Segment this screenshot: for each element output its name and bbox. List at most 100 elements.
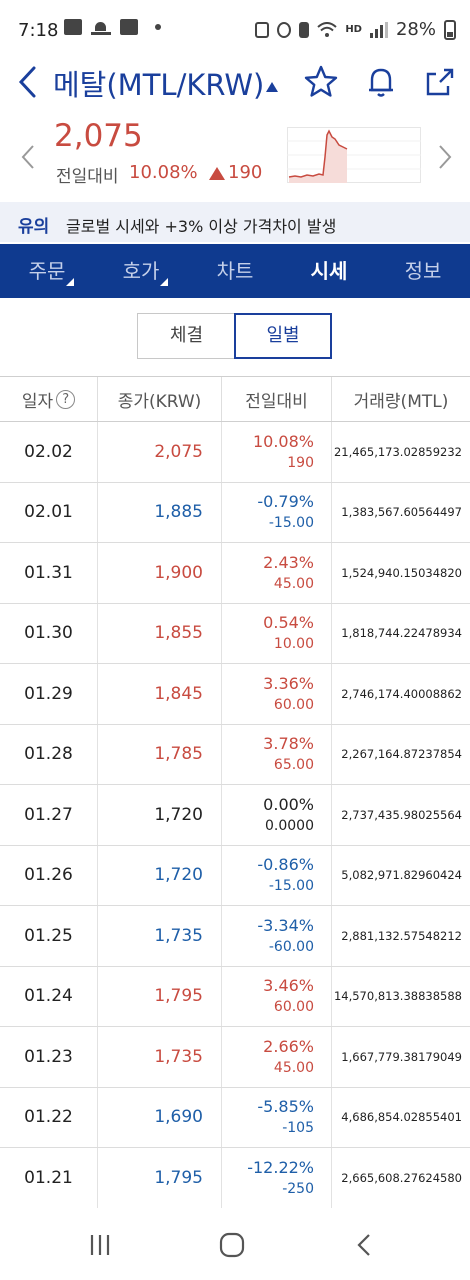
cell-change-amt: -60.00	[268, 938, 314, 955]
table-row[interactable]: 01.21 1,795 -12.22% -250 2,665,608.27624580	[0, 1148, 470, 1209]
cell-volume: 1,524,940.15034820	[341, 565, 462, 580]
cell-change-amt: -15.00	[268, 878, 314, 895]
cell-volume: 1,383,567.60564497	[341, 505, 462, 520]
home-icon[interactable]	[212, 1228, 252, 1262]
table-row[interactable]: 02.02 2,075 10.08% 190 21,465,173.02859232	[0, 422, 470, 483]
cell-volume: 2,267,164.87237854	[341, 747, 462, 762]
cell-date: 01.31	[0, 543, 98, 603]
table-row[interactable]: 01.31 1,900 2.43% 45.00 1,524,940.15034820	[0, 543, 470, 604]
daily-price-table: 일자? 종가(KRW) 전일대비 거래량(MTL) 02.02 2,075 10.0…	[0, 376, 470, 1209]
cell-volume: 2,881,132.57548212	[341, 928, 462, 943]
cell-date: 01.30	[0, 603, 98, 663]
table-header: 일자? 종가(KRW) 전일대비 거래량(MTL)	[0, 376, 470, 422]
header-date-label: 일자	[21, 391, 54, 412]
cell-change: -3.34% -60.00	[222, 906, 332, 966]
cell-date: 01.27	[0, 785, 98, 845]
cell-close: 1,720	[98, 785, 222, 845]
table-row[interactable]: 01.22 1,690 -5.85% -105 4,686,854.02855401	[0, 1087, 470, 1148]
table-body[interactable]: 02.02 2,075 10.08% 190 21,465,173.02859232 02…	[0, 422, 470, 1209]
cell-change-pct: -5.85%	[257, 1097, 314, 1117]
table-row[interactable]: 01.23 1,735 2.66% 45.00 1,667,779.38179049	[0, 1027, 470, 1088]
cell-change-amt: -15.00	[268, 515, 314, 532]
cell-change-pct: 2.66%	[263, 1036, 314, 1056]
more-notifications-icon	[155, 24, 161, 30]
segment-daily-button[interactable]: 일별	[234, 313, 332, 359]
tab-chart[interactable]: 차트	[188, 244, 282, 298]
weather-icon	[91, 19, 111, 35]
signal-icon	[369, 21, 388, 38]
tab-order-label: 주문	[28, 259, 66, 283]
cell-change: 3.36% 60.00	[222, 664, 332, 724]
cell-change: 10.08% 190	[222, 422, 332, 482]
back-nav-icon[interactable]	[344, 1228, 384, 1262]
prev-coin-arrow-icon[interactable]	[20, 144, 36, 170]
cell-change: 3.78% 65.00	[222, 724, 332, 784]
current-price: 2,075	[54, 118, 143, 154]
tab-orderbook[interactable]: 호가	[94, 244, 188, 298]
caution-notice[interactable]: 유의 글로벌 시세와 +3% 이상 가격차이 발생	[0, 202, 470, 242]
next-coin-arrow-icon[interactable]	[437, 144, 453, 170]
cell-change-amt: -105	[282, 1120, 314, 1137]
cell-change-pct: 3.36%	[263, 673, 314, 693]
cell-volume: 5,082,971.82960424	[341, 868, 462, 883]
cell-close: 1,785	[98, 724, 222, 784]
cell-change-amt: 60.00	[273, 999, 314, 1016]
table-row[interactable]: 01.28 1,785 3.78% 65.00 2,267,164.87237854	[0, 724, 470, 785]
tab-market-price[interactable]: 시세	[282, 244, 376, 298]
star-icon[interactable]	[303, 64, 339, 100]
cell-close: 1,845	[98, 664, 222, 724]
cell-volume: 1,667,779.38179049	[341, 1049, 462, 1064]
cell-date: 01.22	[0, 1087, 98, 1147]
cell-close: 1,795	[98, 1148, 222, 1208]
table-row[interactable]: 01.27 1,720 0.00% 0.0000 2,737,435.98025564	[0, 785, 470, 846]
cell-change-amt: 0.0000	[265, 817, 314, 834]
table-row[interactable]: 01.29 1,845 3.36% 60.00 2,746,174.40008862	[0, 664, 470, 725]
cell-change-amt: 190	[287, 454, 314, 471]
system-icons: HD 28%	[255, 19, 456, 40]
back-arrow-icon[interactable]	[14, 64, 44, 100]
cell-change-amt: -250	[282, 1180, 314, 1197]
cell-date: 02.02	[0, 422, 98, 482]
share-icon[interactable]	[422, 64, 458, 100]
table-row[interactable]: 01.26 1,720 -0.86% -15.00 5,082,971.82960424	[0, 845, 470, 906]
cell-change: 3.46% 60.00	[222, 966, 332, 1026]
segment-tick-button[interactable]: 체결	[137, 313, 235, 359]
table-row[interactable]: 01.25 1,735 -3.34% -60.00 2,881,132.57548212	[0, 906, 470, 967]
app-header: 메탈(MTL/KRW)	[0, 60, 470, 106]
cell-change-amt: 10.00	[273, 636, 314, 653]
cell-close: 1,795	[98, 966, 222, 1026]
cell-change: -12.22% -250	[222, 1148, 332, 1208]
table-row[interactable]: 01.24 1,795 3.46% 60.00 14,570,813.38838588	[0, 966, 470, 1027]
cell-change: -5.85% -105	[222, 1087, 332, 1147]
bell-icon[interactable]	[363, 64, 399, 100]
notification-icons	[64, 19, 161, 35]
cell-close: 2,075	[98, 422, 222, 482]
recent-apps-icon[interactable]	[80, 1228, 120, 1262]
cell-change-pct: 3.46%	[263, 976, 314, 996]
tab-market-price-label: 시세	[310, 259, 348, 283]
cell-close: 1,900	[98, 543, 222, 603]
tab-info[interactable]: 정보	[376, 244, 470, 298]
cell-date: 01.29	[0, 664, 98, 724]
help-icon[interactable]: ?	[56, 389, 76, 409]
cell-change: 2.66% 45.00	[222, 1027, 332, 1087]
recycle-icon	[255, 21, 270, 38]
cell-change-pct: -0.86%	[257, 855, 314, 875]
cell-volume: 2,746,174.40008862	[341, 686, 462, 701]
header-change: 전일대비	[222, 377, 332, 421]
table-row[interactable]: 02.01 1,885 -0.79% -15.00 1,383,567.60564497	[0, 482, 470, 543]
status-bar: 7:18 HD 28%	[0, 0, 470, 60]
up-triangle-icon	[209, 167, 225, 180]
tab-order[interactable]: 주문	[0, 244, 94, 298]
cell-close: 1,720	[98, 845, 222, 905]
mini-price-chart[interactable]	[287, 127, 421, 183]
cell-change-pct: 10.08%	[252, 431, 314, 451]
coin-title[interactable]: 메탈(MTL/KRW)	[53, 68, 265, 102]
cell-change: -0.79% -15.00	[222, 482, 332, 542]
table-row[interactable]: 01.30 1,855 0.54% 10.00 1,818,744.22478934	[0, 603, 470, 664]
header-date: 일자?	[0, 377, 98, 421]
cell-volume: 2,737,435.98025564	[341, 807, 462, 822]
title-dropdown-caret-icon[interactable]	[266, 82, 278, 92]
cell-change-pct: -12.22%	[247, 1157, 314, 1177]
cell-close: 1,735	[98, 1027, 222, 1087]
